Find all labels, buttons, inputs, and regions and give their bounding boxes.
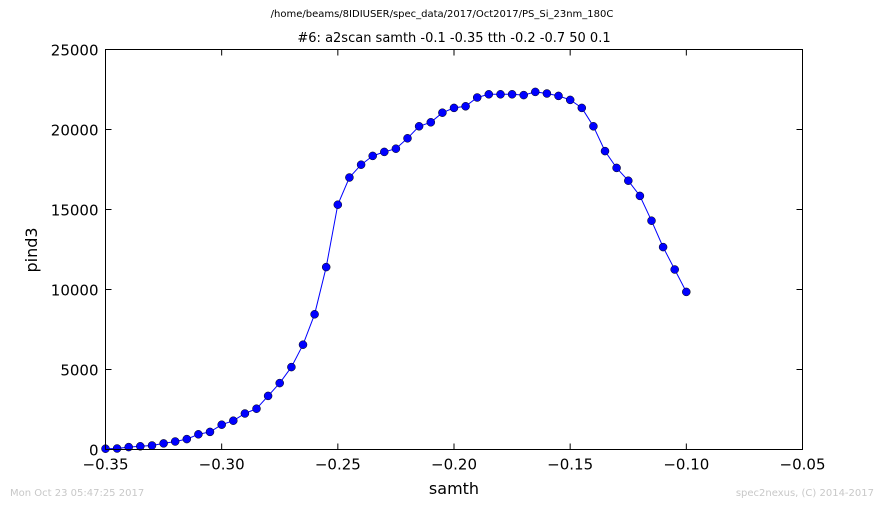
data-point [356, 160, 366, 169]
y-axis-label: pind3 [22, 227, 41, 272]
data-point [554, 91, 563, 101]
data-point [194, 430, 203, 439]
data-point [438, 108, 447, 117]
data-point [472, 93, 482, 102]
y-tick-label: 0 [89, 442, 99, 460]
data-point [287, 362, 296, 372]
data-point [635, 191, 645, 201]
data-point [252, 404, 261, 413]
data-point [682, 287, 691, 297]
x-tick-label: −0.15 [547, 456, 593, 474]
data-point [159, 439, 168, 448]
data-point [449, 103, 459, 113]
data-point [496, 90, 505, 99]
data-point [484, 90, 494, 99]
data-point [275, 378, 284, 388]
data-point [670, 265, 679, 274]
data-point [612, 163, 621, 173]
x-axis-label: samth [429, 479, 479, 498]
data-point [600, 146, 610, 156]
data-point [240, 409, 250, 418]
footer-timestamp: Mon Oct 23 05:47:25 2017 [10, 488, 145, 499]
data-point [345, 173, 354, 182]
data-point [414, 122, 424, 131]
data-point [589, 122, 598, 131]
data-point [531, 87, 540, 97]
data-point [380, 147, 389, 157]
data-point [403, 134, 412, 143]
data-point [658, 242, 668, 252]
data-point [182, 434, 192, 444]
data-point [147, 441, 157, 450]
data-point [263, 391, 273, 401]
data-point [426, 118, 436, 127]
data-point [112, 444, 122, 453]
y-tick-label: 5000 [60, 362, 98, 380]
x-tick-label: −0.30 [199, 456, 245, 474]
x-tick-label: −0.10 [663, 456, 709, 474]
data-point [577, 103, 587, 113]
footer-credit: spec2nexus, (C) 2014-2017 [735, 488, 874, 499]
y-tick-label: 25000 [51, 42, 99, 60]
data-point [542, 89, 552, 98]
data-point [391, 144, 401, 153]
x-tick-label: −0.35 [83, 456, 129, 474]
data-point [461, 102, 470, 111]
data-point [333, 200, 343, 209]
y-tick-label: 20000 [51, 122, 99, 140]
x-tick-label: −0.05 [780, 456, 826, 474]
data-point [229, 416, 238, 425]
y-tick-label: 15000 [51, 202, 99, 220]
data-point [205, 427, 215, 437]
data-point [310, 310, 319, 319]
file-path: /home/beams/8IDIUSER/spec_data/2017/Oct2… [270, 9, 614, 20]
data-point [298, 340, 308, 349]
chart-title: #6: a2scan samth -0.1 -0.35 tth -0.2 -0.… [297, 31, 610, 46]
data-point [519, 90, 528, 100]
data-point [507, 90, 517, 99]
data-point [565, 95, 575, 105]
data-point [217, 420, 226, 429]
data-point [368, 151, 377, 161]
data-point [647, 216, 656, 225]
y-tick-label: 10000 [51, 282, 99, 300]
data-point [170, 437, 180, 446]
data-point [624, 176, 633, 185]
data-point [321, 262, 331, 272]
x-tick-label: −0.25 [315, 456, 361, 474]
data-point [136, 442, 145, 451]
x-tick-label: −0.20 [431, 456, 477, 474]
